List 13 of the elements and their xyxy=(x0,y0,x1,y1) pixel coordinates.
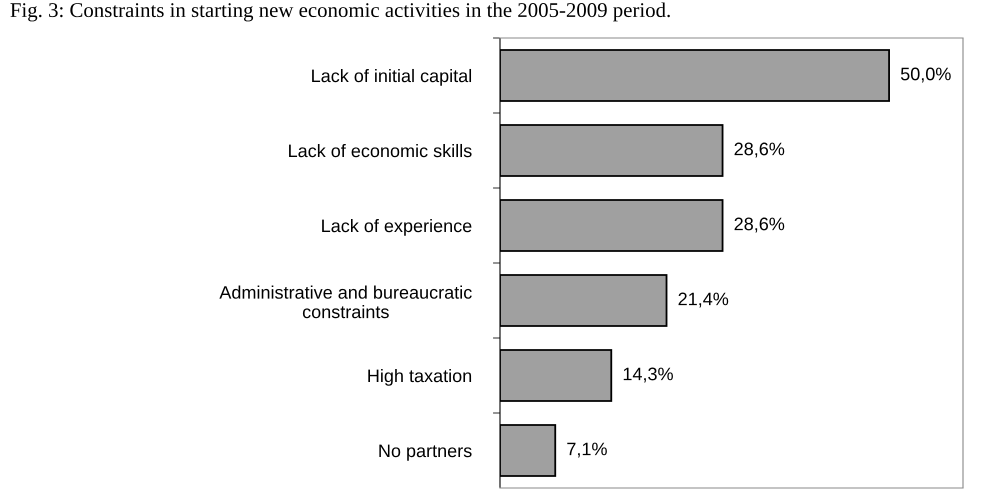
chart-title: Fig. 3: Constraints in starting new economic activities in the 2005-2009 period. xyxy=(10,2,670,22)
y-tick-label: Lack of experience xyxy=(322,218,472,236)
data-label: 21,4% xyxy=(678,292,728,308)
y-tick-label: No partners xyxy=(379,444,472,461)
data-label: 14,3% xyxy=(624,368,673,382)
data-label: 28,6% xyxy=(734,142,784,158)
y-tick-label: High taxation xyxy=(368,368,472,386)
data-label: 50,0% xyxy=(900,68,951,82)
data-label: 7,1% xyxy=(567,442,607,458)
y-tick-label: Lack of economic skills xyxy=(289,144,472,158)
data-label: 28,6% xyxy=(734,218,784,232)
y-tick-label: Administrative and bureaucratic constraints xyxy=(219,286,472,318)
y-tick-label: Lack of initial capital xyxy=(312,68,472,86)
